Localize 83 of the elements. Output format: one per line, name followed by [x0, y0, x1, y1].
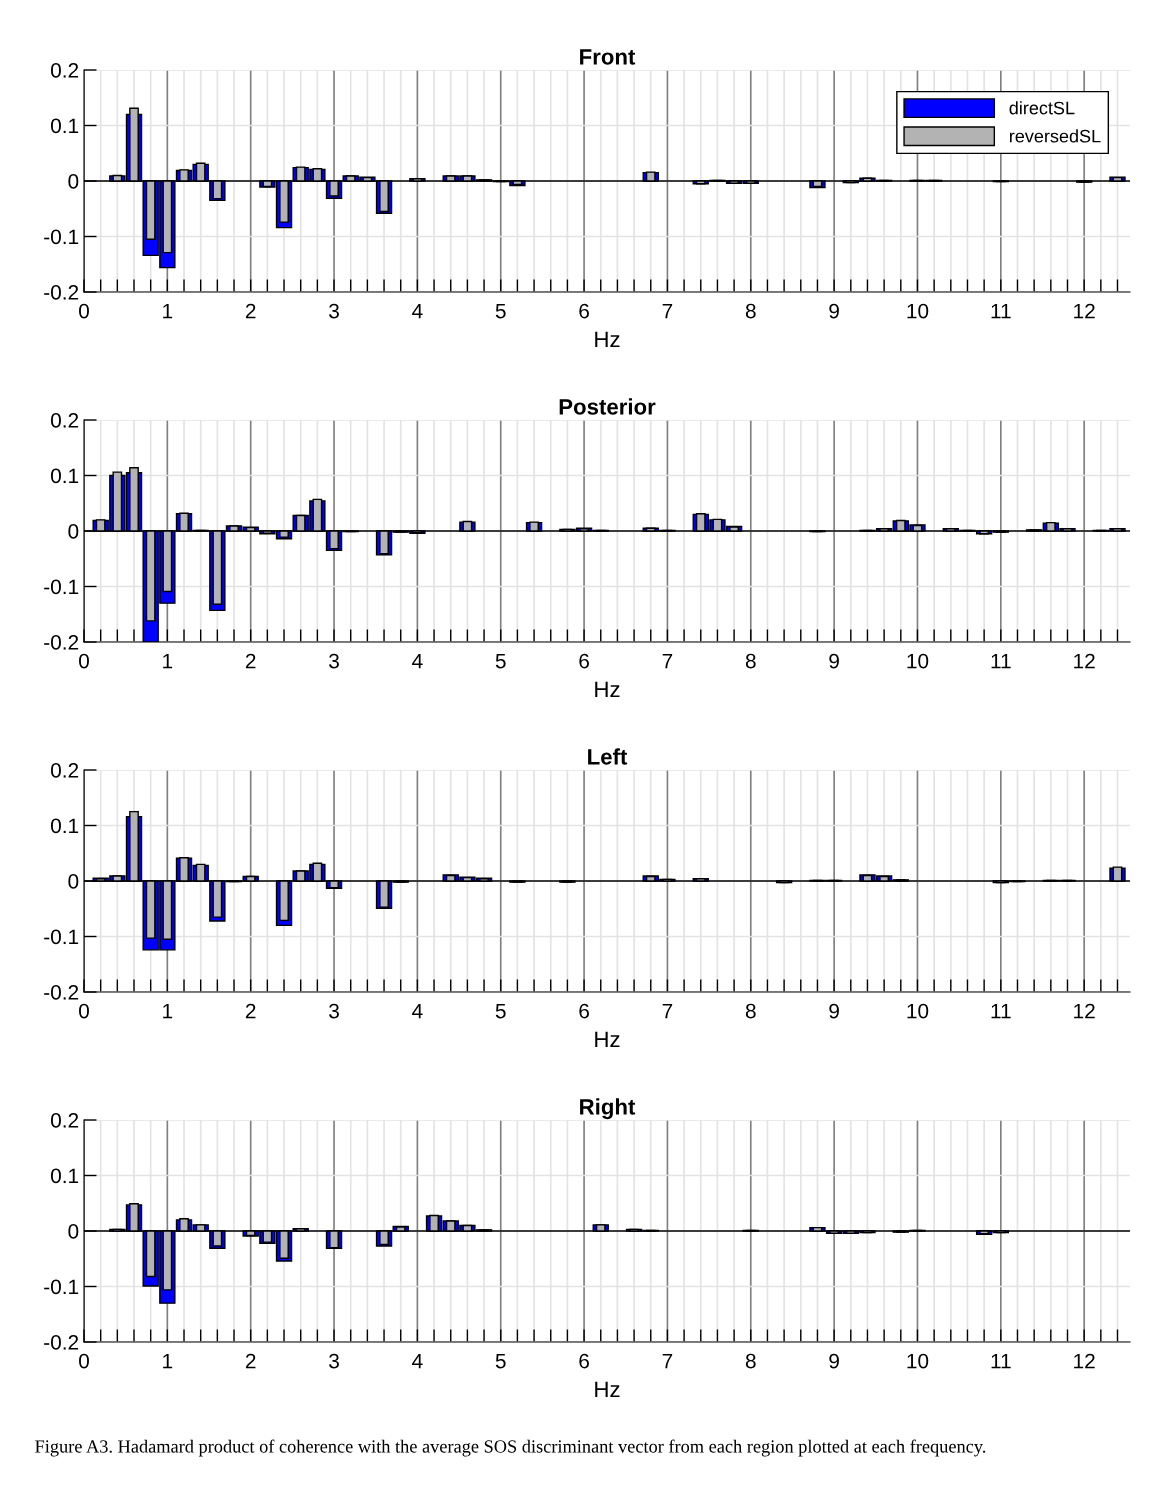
- y-tick-label: 0.2: [50, 1113, 79, 1128]
- x-tick-label: 7: [662, 653, 673, 669]
- x-tick-label: 5: [495, 653, 506, 669]
- x-tick-label: 3: [329, 1003, 339, 1019]
- legend-label: reversedSL: [1009, 129, 1101, 143]
- legend-label: directSL: [1009, 101, 1075, 115]
- chart-title: Left: [588, 748, 628, 765]
- caption: Figure A3. Hadamard product of coherence with the average SOS discriminant vector from each region plotted at each frequency.: [35, 1439, 986, 1457]
- y-tick-label: 0: [68, 1224, 79, 1239]
- x-axis-title: Hz: [595, 681, 620, 697]
- x-tick-label: 6: [579, 1003, 589, 1019]
- y-tick-label: 0.1: [50, 1168, 79, 1184]
- y-tick-label: -0.1: [44, 229, 79, 245]
- chart-title: Right: [580, 1098, 636, 1120]
- x-tick-label: 0: [79, 303, 89, 319]
- x-tick-label: 7: [662, 1353, 673, 1369]
- x-tick-label: 1: [163, 1353, 173, 1369]
- y-tick-label: 0: [68, 524, 79, 539]
- x-tick-label: 6: [579, 303, 589, 319]
- x-tick-label: 11: [991, 1003, 1011, 1019]
- y-tick-label: 0.1: [50, 818, 79, 834]
- x-tick-label: 4: [412, 1003, 423, 1019]
- x-axis-title: Hz: [595, 1381, 620, 1397]
- x-tick-label: 8: [745, 303, 756, 319]
- x-tick-label: 8: [745, 1353, 756, 1369]
- x-tick-label: 12: [1074, 653, 1095, 669]
- x-tick-label: 3: [329, 303, 339, 319]
- y-tick-label: -0.2: [44, 985, 79, 1000]
- x-tick-label: 12: [1074, 1003, 1095, 1019]
- y-tick-label: -0.1: [44, 1279, 79, 1295]
- x-tick-label: 12: [1074, 303, 1095, 319]
- chart-title: Front: [580, 49, 636, 65]
- x-tick-label: 0: [79, 1353, 89, 1369]
- y-tick-label: -0.2: [44, 285, 79, 300]
- x-tick-label: 10: [907, 303, 929, 319]
- x-tick-label: 7: [662, 303, 673, 319]
- x-tick-label: 2: [245, 303, 256, 319]
- y-tick-label: -0.1: [44, 929, 79, 945]
- x-tick-label: 3: [329, 653, 339, 669]
- x-tick-label: 6: [579, 1353, 589, 1369]
- y-tick-label: 0.2: [50, 763, 79, 778]
- x-tick-label: 12: [1074, 1353, 1095, 1369]
- y-tick-label: 0.2: [50, 413, 79, 428]
- x-tick-label: 0: [79, 1003, 89, 1019]
- y-tick-label: -0.2: [44, 635, 79, 650]
- y-tick-label: -0.2: [44, 1335, 79, 1350]
- x-tick-label: 2: [245, 653, 256, 669]
- x-tick-label: 5: [495, 1353, 506, 1369]
- x-tick-label: 11: [991, 303, 1011, 319]
- x-tick-label: 1: [163, 653, 173, 669]
- x-tick-label: 5: [495, 1003, 506, 1019]
- x-tick-label: 3: [329, 1353, 339, 1369]
- x-axis-title: Hz: [595, 331, 620, 347]
- x-tick-label: 9: [829, 1353, 839, 1369]
- x-tick-label: 9: [829, 303, 839, 319]
- x-tick-label: 9: [829, 653, 839, 669]
- y-tick-label: 0.1: [50, 468, 79, 484]
- x-tick-label: 9: [829, 1003, 839, 1019]
- x-tick-label: 8: [745, 653, 756, 669]
- x-tick-label: 10: [907, 653, 929, 669]
- y-tick-label: 0.1: [50, 118, 79, 134]
- x-tick-label: 4: [412, 1353, 423, 1369]
- x-axis-title: Hz: [595, 1031, 620, 1047]
- x-tick-label: 1: [163, 303, 173, 319]
- x-tick-label: 2: [245, 1353, 256, 1369]
- y-tick-label: 0: [68, 174, 79, 189]
- y-tick-label: -0.1: [44, 579, 79, 595]
- y-tick-label: 0.2: [50, 63, 79, 78]
- x-tick-label: 10: [907, 1003, 929, 1019]
- x-tick-label: 4: [412, 303, 423, 319]
- x-tick-label: 4: [412, 653, 423, 669]
- x-tick-label: 0: [79, 653, 89, 669]
- x-tick-label: 8: [745, 1003, 756, 1019]
- x-tick-label: 7: [662, 1003, 673, 1019]
- x-tick-label: 11: [991, 653, 1011, 669]
- x-tick-label: 11: [991, 1353, 1011, 1369]
- x-tick-label: 10: [907, 1353, 929, 1369]
- x-tick-label: 5: [495, 303, 506, 319]
- x-tick-label: 1: [163, 1003, 173, 1019]
- x-tick-label: 6: [579, 653, 589, 669]
- x-tick-label: 2: [245, 1003, 256, 1019]
- chart-title: Posterior: [559, 398, 656, 415]
- y-tick-label: 0: [68, 874, 79, 889]
